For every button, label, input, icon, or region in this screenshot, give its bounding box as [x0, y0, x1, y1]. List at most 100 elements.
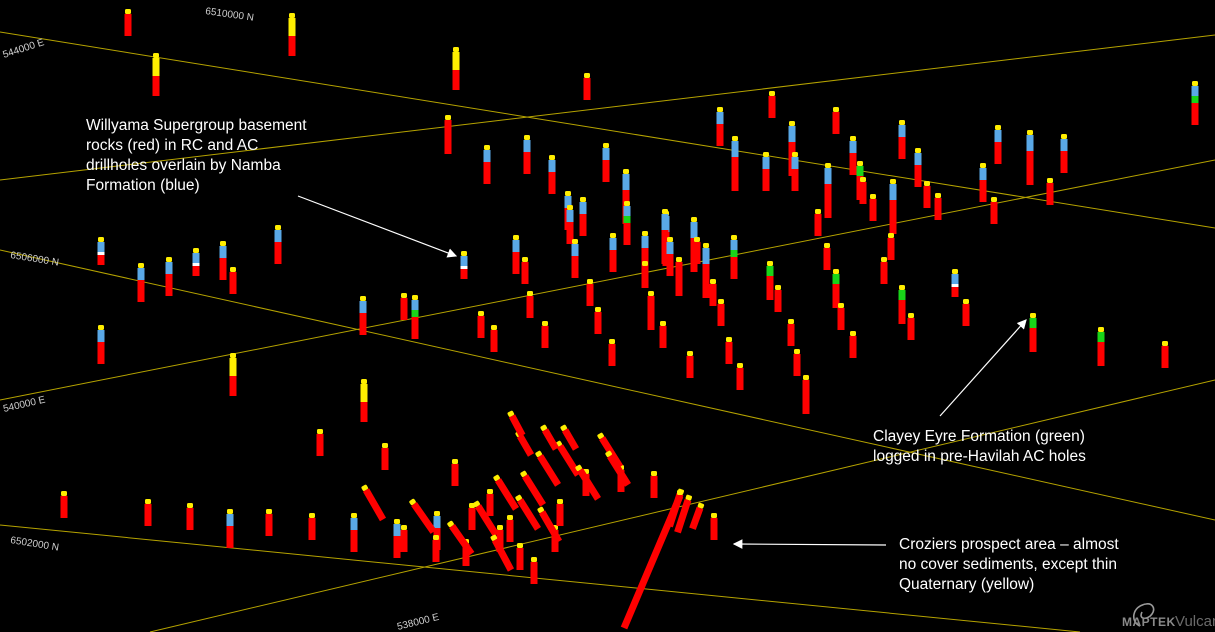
collar-cap — [660, 321, 666, 326]
interval-basement — [137, 280, 145, 302]
collar-cap — [513, 235, 519, 240]
drillhole — [400, 525, 408, 552]
interval-basement — [693, 242, 701, 264]
drillhole — [540, 424, 560, 451]
grid-line — [0, 31, 1215, 229]
interval-quaternary — [152, 58, 160, 76]
collar-cap — [487, 489, 493, 494]
interval-basement — [583, 78, 591, 100]
interval-namba — [274, 230, 282, 242]
interval-white_interval — [192, 263, 200, 266]
interval-quaternary — [229, 358, 237, 376]
interval-basement — [477, 316, 485, 338]
drillhole — [597, 432, 623, 469]
interval-basement — [517, 498, 541, 531]
interval-quaternary — [360, 384, 368, 402]
collar-cap — [732, 136, 738, 141]
interval-namba — [824, 168, 832, 184]
interval-basement — [791, 169, 799, 191]
interval-basement — [541, 428, 560, 451]
interval-basement — [316, 434, 324, 456]
interval-basement — [736, 368, 744, 390]
interval-basement — [674, 498, 692, 534]
collar-cap — [677, 490, 683, 495]
interval-eyre — [766, 266, 774, 276]
interval-basement — [717, 304, 725, 326]
interval-basement — [460, 269, 468, 279]
collar-cap — [580, 197, 586, 202]
interval-basement — [516, 434, 535, 457]
grid-line — [0, 249, 1215, 521]
drillhole — [186, 503, 194, 530]
collar-cap — [542, 321, 548, 326]
drillhole — [1191, 81, 1199, 125]
interval-basement — [793, 354, 801, 376]
collar-cap — [361, 484, 369, 491]
drillhole — [802, 375, 810, 414]
drillhole — [507, 410, 526, 438]
drillhole — [689, 502, 705, 530]
callout-arrow — [732, 539, 887, 549]
grid-line — [0, 524, 1081, 632]
callout-clayey-eyre: Clayey Eyre Formation (green) logged in … — [873, 427, 1086, 467]
drillhole — [444, 115, 452, 154]
collar-cap — [535, 450, 542, 458]
drillhole — [716, 107, 724, 146]
interval-basement — [523, 152, 531, 174]
collar-cap — [557, 499, 563, 504]
collar-cap — [1047, 178, 1053, 183]
drillhole — [837, 303, 845, 330]
collar-cap — [710, 279, 716, 284]
drillhole — [898, 120, 906, 159]
interval-namba — [571, 244, 579, 256]
callout-arrows — [297, 195, 1027, 549]
interval-basement — [411, 501, 437, 534]
collar-cap — [575, 464, 582, 472]
collar-cap — [915, 148, 921, 153]
interval-namba — [716, 112, 724, 124]
interval-basement — [462, 544, 470, 566]
interval-namba — [566, 210, 574, 222]
interval-basement — [880, 262, 888, 284]
collar-cap — [98, 325, 104, 330]
interval-basement — [186, 508, 194, 530]
drillhole — [814, 209, 822, 236]
interval-basement — [608, 344, 616, 366]
drillhole — [832, 107, 840, 134]
collar-cap — [145, 499, 151, 504]
drillhole — [506, 515, 514, 542]
interval-basement — [60, 496, 68, 518]
collar-cap — [717, 107, 723, 112]
callout-line: Quaternary (yellow) — [899, 576, 1035, 593]
collar-cap — [899, 285, 905, 290]
drillhole — [583, 73, 591, 100]
interval-basement — [887, 238, 895, 260]
interval-namba — [979, 168, 987, 180]
drillhole — [725, 337, 733, 364]
collar-cap — [317, 429, 323, 434]
drillhole — [447, 520, 475, 556]
collar-cap — [694, 237, 700, 242]
callout-line: Croziers prospect area – almost — [899, 536, 1119, 553]
collar-cap — [491, 325, 497, 330]
interval-basement — [832, 284, 840, 308]
collar-cap — [361, 379, 367, 384]
drillhole — [686, 351, 694, 378]
drillhole — [361, 484, 387, 522]
drillhole — [666, 237, 674, 276]
interval-basement — [994, 142, 1002, 164]
collar-cap — [648, 291, 654, 296]
interval-basement — [97, 342, 105, 364]
interval-basement — [229, 272, 237, 294]
drillhole — [226, 509, 234, 548]
collar-cap — [453, 47, 459, 52]
interval-basement — [623, 223, 631, 245]
interval-basement — [496, 530, 504, 552]
collar-cap — [227, 509, 233, 514]
collar-cap — [1098, 327, 1104, 332]
collar-cap — [595, 307, 601, 312]
collar-cap — [803, 375, 809, 380]
collar-cap — [520, 470, 527, 478]
drillhole — [144, 499, 152, 526]
